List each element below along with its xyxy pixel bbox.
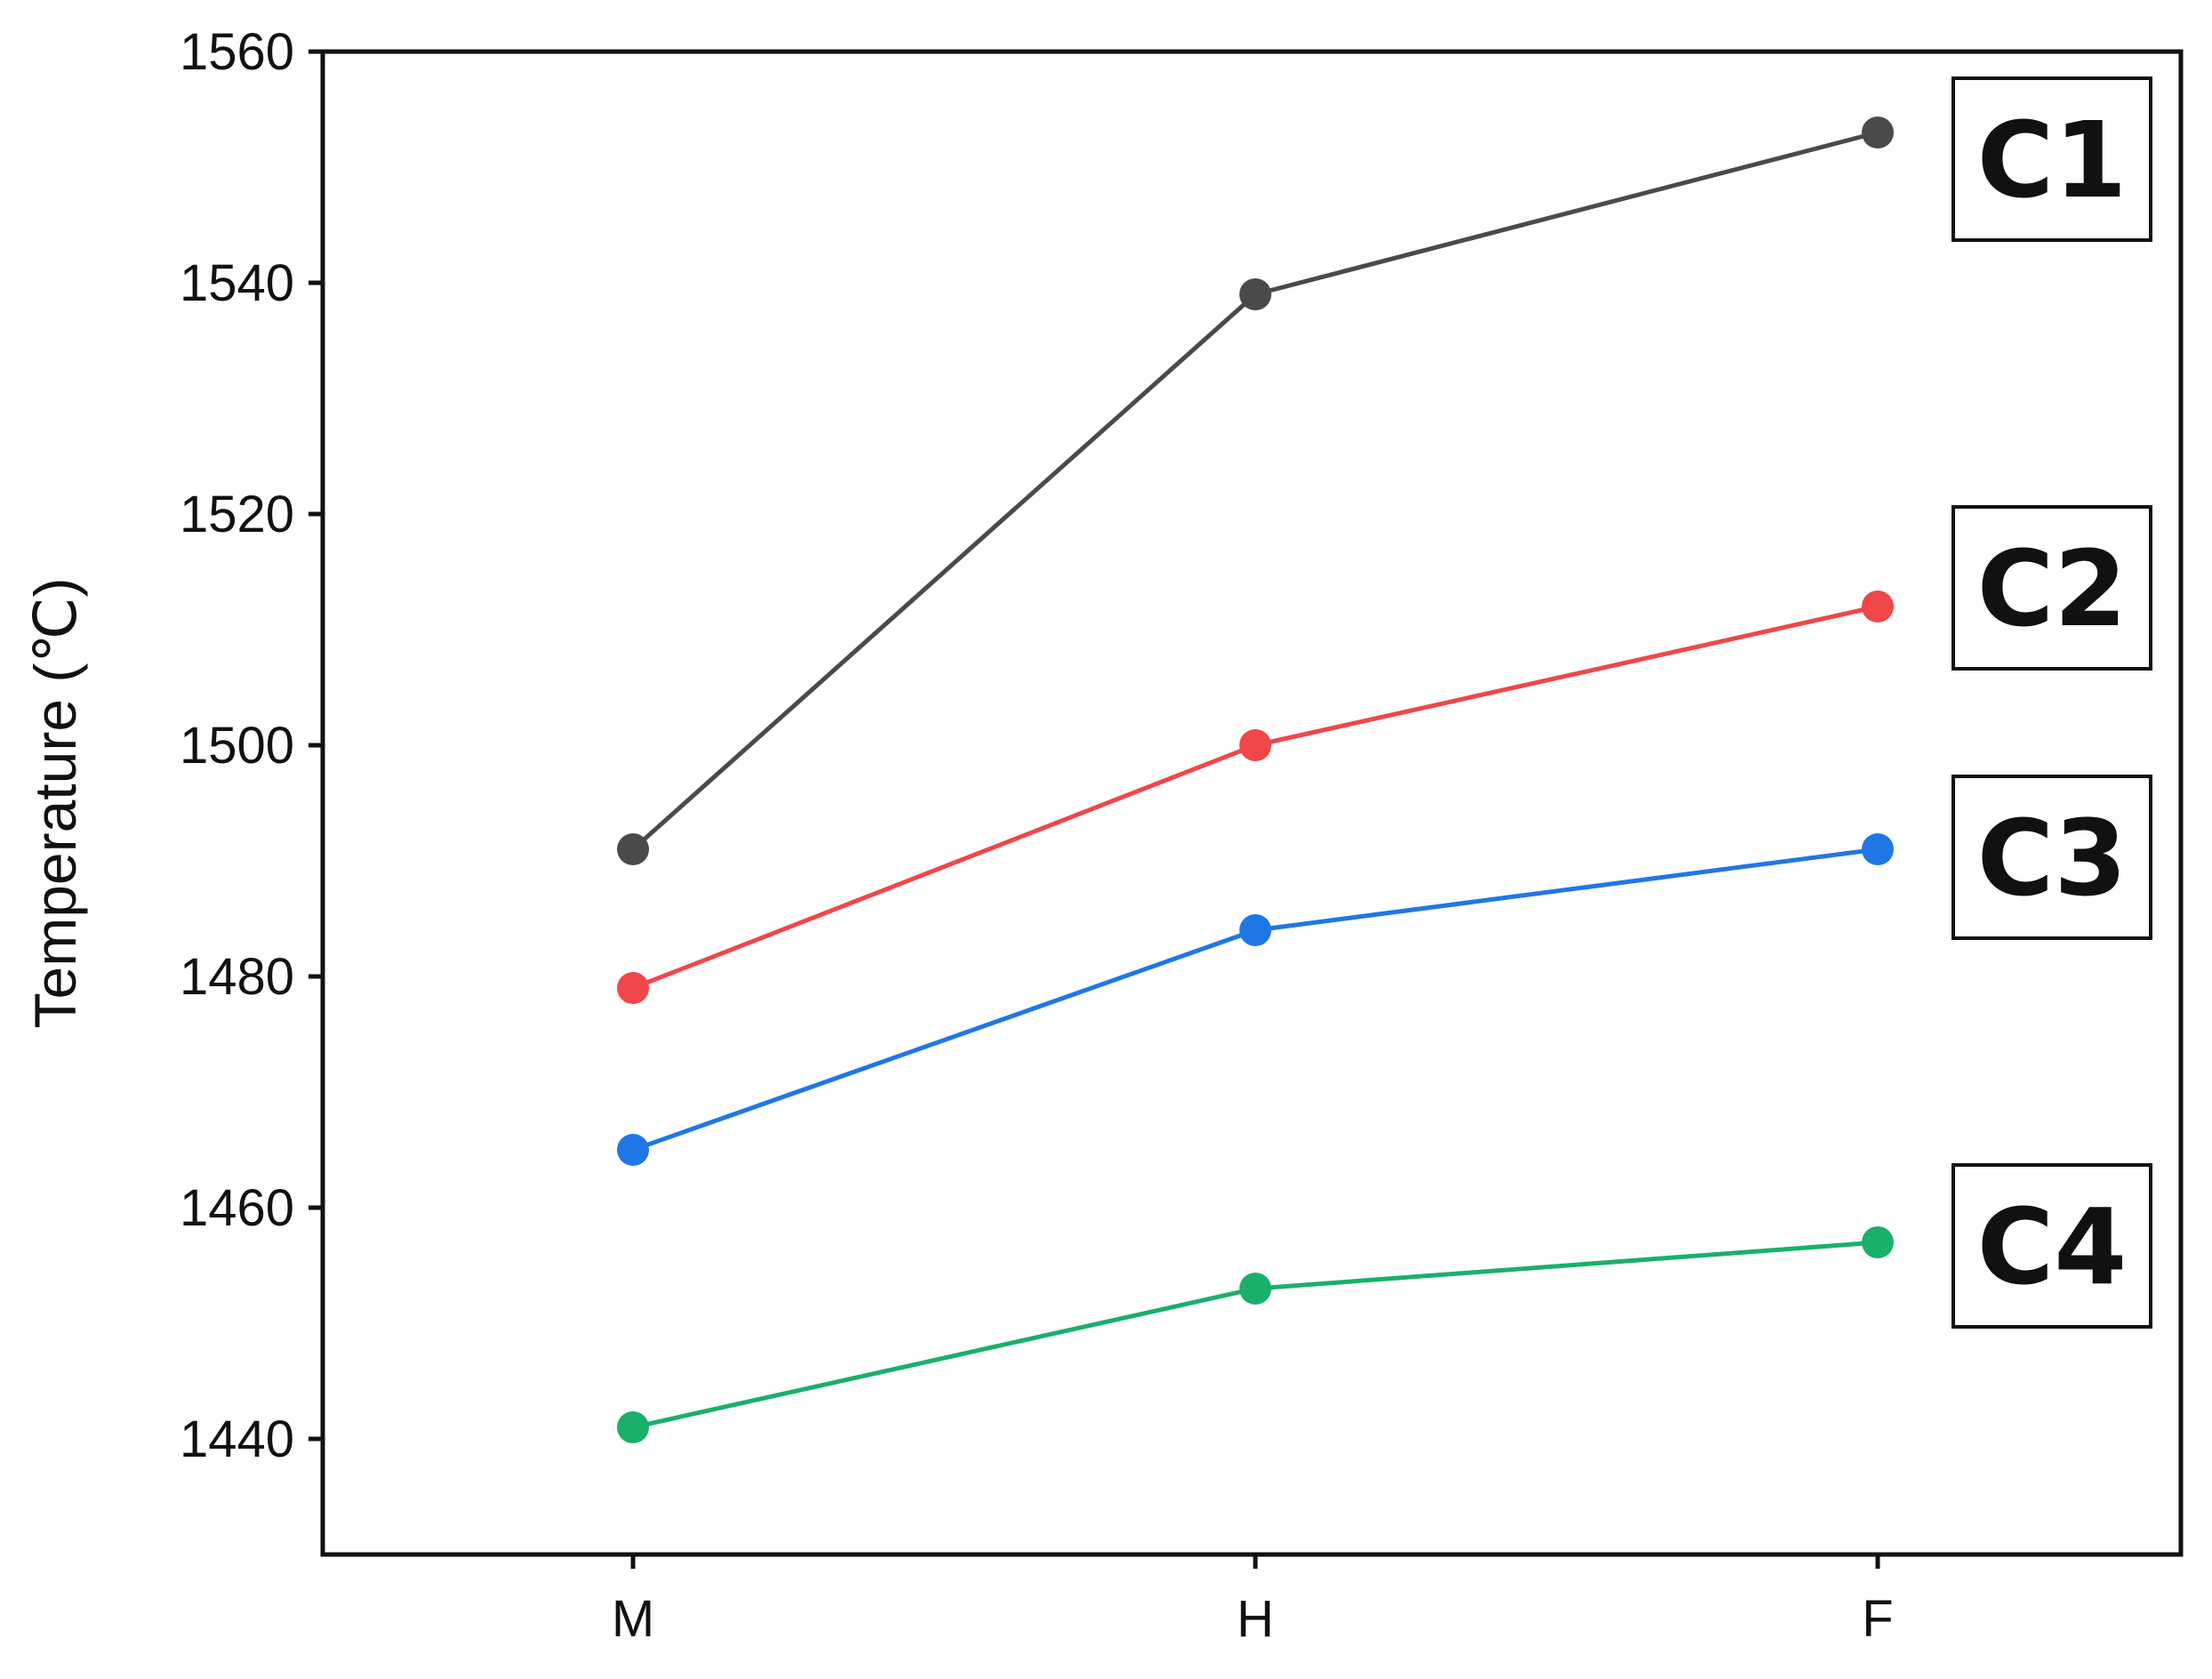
data-point: [617, 833, 649, 865]
series-label-box: [1952, 76, 2152, 242]
data-point: [1862, 1226, 1894, 1258]
series-c3: [617, 833, 1894, 1166]
data-point: [1862, 116, 1894, 149]
y-tick-label: 1540: [180, 254, 294, 312]
data-point: [1239, 1273, 1271, 1305]
series-label-text: C2: [1977, 527, 2128, 650]
x-tick-label: H: [1237, 1590, 1274, 1648]
series-line: [632, 847, 1879, 1153]
series-layer: [617, 116, 1894, 1443]
x-tick-label: M: [612, 1590, 654, 1648]
series-c1: [617, 116, 1894, 865]
data-point: [1239, 278, 1271, 310]
series-label-box: [1952, 505, 2152, 671]
series-label-text: C3: [1977, 797, 2128, 920]
series-label-c2: C2: [1952, 505, 2152, 671]
series-c4: [617, 1226, 1894, 1443]
series-c2: [617, 590, 1894, 1004]
y-axis-title: Temperature (℃): [22, 578, 88, 1029]
data-point: [617, 1411, 649, 1443]
y-tick-label: 1440: [180, 1410, 294, 1468]
y-tick-label: 1500: [180, 717, 294, 775]
y-tick-label: 1520: [180, 486, 294, 543]
series-label-c4: C4: [1952, 1163, 2152, 1329]
series-label-box: [1952, 1163, 2152, 1329]
y-tick-label: 1460: [180, 1179, 294, 1237]
data-point: [617, 1134, 649, 1166]
series-label-layer: C1 C2 C3 C4: [1952, 76, 2152, 1329]
series-label-c1: C1: [1952, 76, 2152, 242]
series-label-box: [1952, 775, 2152, 940]
x-tick-label: F: [1862, 1590, 1893, 1648]
y-tick-label: 1480: [180, 948, 294, 1006]
series-label-text: C4: [1977, 1185, 2128, 1308]
plot-frame: [320, 49, 2184, 1557]
series-line: [632, 1240, 1879, 1430]
data-point: [1862, 590, 1894, 623]
data-point: [617, 972, 649, 1004]
series-label-text: C1: [1977, 99, 2128, 221]
y-axis: 1440 1460 1480 1500 1520 1540 1560: [180, 23, 323, 1468]
series-label-c3: C3: [1952, 775, 2152, 940]
data-point: [1862, 833, 1894, 865]
data-point: [1239, 914, 1271, 946]
y-tick-label: 1560: [180, 23, 294, 81]
data-point: [1239, 729, 1271, 761]
